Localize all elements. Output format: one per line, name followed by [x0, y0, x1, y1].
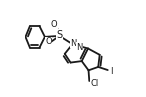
Text: I: I — [110, 67, 112, 76]
Text: N: N — [77, 43, 83, 52]
Text: S: S — [56, 30, 62, 40]
Text: Cl: Cl — [91, 79, 99, 88]
Text: O: O — [45, 37, 52, 46]
Text: N: N — [71, 39, 77, 48]
Text: O: O — [51, 20, 57, 29]
